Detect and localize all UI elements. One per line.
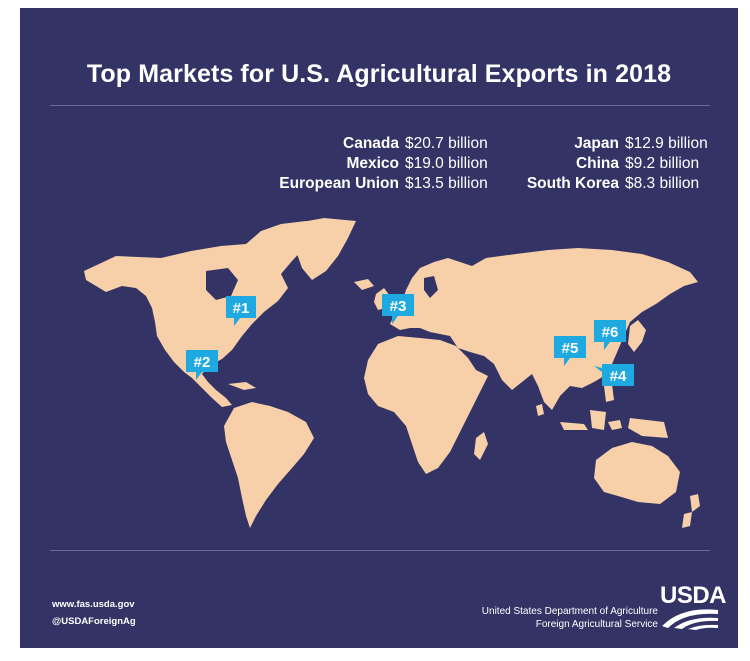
marker-3: #3 [382,294,414,324]
marker-label: #3 [390,298,407,315]
market-name: Japan [574,135,619,152]
hudson-bay [206,268,238,300]
philippines-landmass [604,384,614,402]
agency-name: United States Department of Agriculture … [482,605,658,631]
agency-line-1: United States Department of Agriculture [481,606,658,617]
page-title: Top Markets for U.S. Agricultural Export… [86,60,672,88]
market-value: $19.0 billion [405,155,488,172]
marker-5: #5 [554,336,586,366]
market-row: Japan $12.9 billion [520,134,708,154]
baltic-sea [424,276,438,298]
eurasia-landmass [390,248,698,410]
marker-label: #5 [562,340,579,357]
market-row: China $9.2 billion [520,154,708,174]
market-value: $9.2 billion [625,155,700,172]
greenland-landmass [291,218,356,280]
australia-landmass [594,442,680,504]
marker-label: #6 [602,324,619,341]
marker-label: #2 [194,354,211,371]
market-row: Canada $20.7 billion [250,134,488,154]
market-list-right: Japan $12.9 billion China $9.2 billion S… [520,134,708,194]
north-america-landmass [84,221,318,407]
market-name: China [575,155,619,172]
market-name: Canada [343,135,399,152]
market-value: $12.9 billion [625,135,708,152]
marker-label: #1 [233,300,250,317]
market-name: European Union [279,175,399,192]
cuba-landmass [228,382,256,390]
marker-4: #4 [594,364,634,386]
world-landmasses [84,218,700,528]
footer-contact: www.fas.usda.gov @USDAForeignAg [52,596,136,630]
marker-label: #4 [610,368,627,385]
south-america-landmass [224,402,314,528]
market-list-left: Canada $20.7 billion Mexico $19.0 billio… [250,134,488,194]
usda-logo-text: USDA [660,582,727,609]
infographic-card: Top Markets for U.S. Agricultural Export… [20,8,738,648]
social-handle[interactable]: @USDAForeignAg [52,616,136,627]
sri-lanka-landmass [536,404,544,416]
market-value: $8.3 billion [625,175,700,192]
market-name: Mexico [346,155,399,172]
market-markers: #1 #2 #3 #4 #5 #6 [186,294,634,386]
usda-logo-hills-icon [662,609,718,630]
market-value: $13.5 billion [405,175,488,192]
market-value: $20.7 billion [405,135,488,152]
new-zealand-landmass [682,494,700,528]
market-row: Mexico $19.0 billion [250,154,488,174]
marker-1: #1 [226,296,256,326]
footer-divider [50,550,710,551]
title-divider [50,105,710,106]
madagascar-landmass [474,432,488,460]
market-row: European Union $13.5 billion [250,174,488,194]
marker-2: #2 [186,350,218,380]
website-link[interactable]: www.fas.usda.gov [52,599,135,610]
market-row: South Korea $8.3 billion [520,174,708,194]
market-name: South Korea [526,175,619,192]
agency-line-2: Foreign Agricultural Service [535,619,658,630]
japan-landmass [628,320,646,352]
indonesia-landmass [560,410,668,438]
africa-landmass [364,336,488,474]
world-map: #1 #2 #3 #4 #5 #6 [84,218,700,528]
usda-logo: USDA [660,582,727,630]
marker-6: #6 [594,320,626,350]
iceland-landmass [354,279,374,290]
